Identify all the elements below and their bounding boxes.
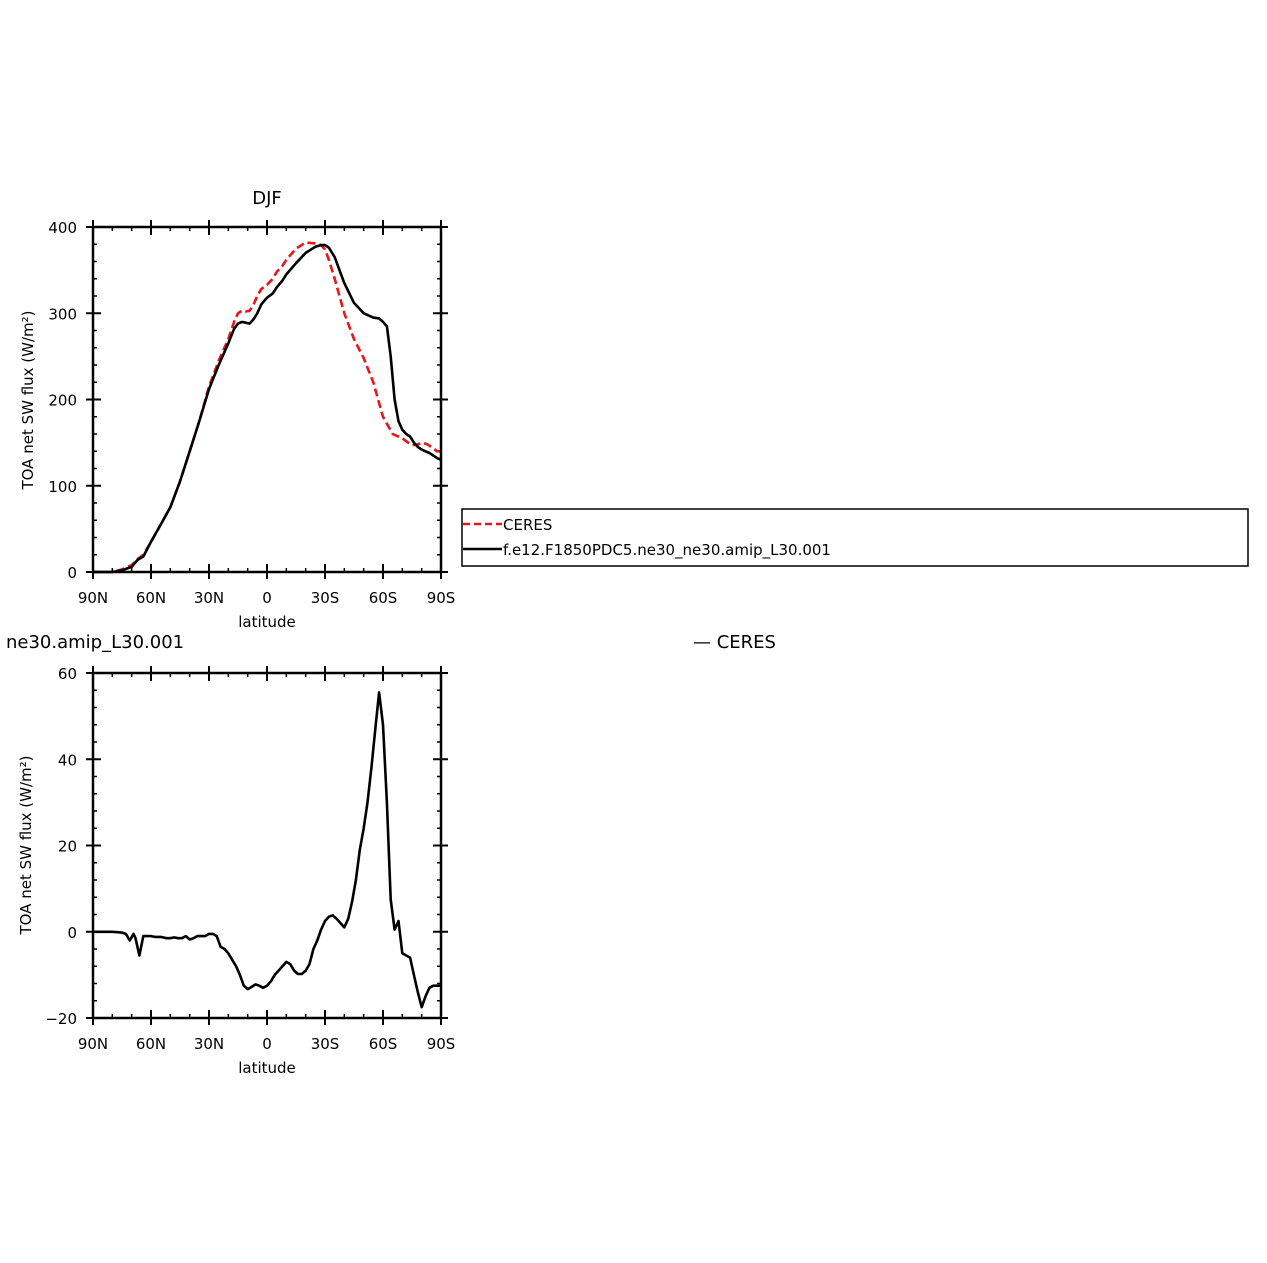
series-line-series-0 [93, 691, 441, 1009]
series-line-f-e12-f1850pdc5-ne30-ne30-amip-l30-001 [93, 243, 442, 574]
bottom-plot-frame [91, 671, 443, 1020]
top-x-tick-labels: 90N 60N 30N 0 30S 60S 90S [78, 589, 455, 607]
y-tick-label: 20 [58, 838, 77, 856]
bottom-series-lines [93, 691, 441, 1009]
top-series-lines [93, 241, 442, 574]
y-tick-label: 0 [67, 564, 77, 582]
top-y-tick-labels: 0 100 200 300 400 [48, 219, 77, 582]
legend: CERES f.e12.F1850PDC5.ne30_ne30.amip_L30… [461, 508, 1249, 567]
x-tick-label: 60S [369, 589, 398, 607]
x-tick-label: 90S [427, 1035, 456, 1053]
y-tick-label: 400 [48, 219, 77, 237]
bottom-plot-title-left: ne30.amip_L30.001 [6, 632, 184, 653]
y-tick-label: 0 [67, 924, 77, 942]
top-x-axis-title: latitude [238, 613, 296, 631]
bottom-tick-marks [86, 666, 448, 1025]
x-tick-label: 0 [262, 589, 272, 607]
y-tick-label: 40 [58, 751, 77, 769]
legend-label-model: f.e12.F1850PDC5.ne30_ne30.amip_L30.001 [503, 541, 831, 560]
top-plot-title: DJF [252, 188, 282, 209]
x-tick-label: 90S [427, 589, 456, 607]
legend-box [461, 508, 1249, 567]
x-tick-label: 30N [194, 1035, 224, 1053]
legend-label-ceres: CERES [503, 516, 552, 534]
x-tick-label: 30S [311, 589, 340, 607]
x-tick-label: 60S [369, 1035, 398, 1053]
x-tick-label: 30S [311, 1035, 340, 1053]
bottom-plot-title-right: — CERES [693, 632, 776, 653]
x-tick-label: 90N [78, 1035, 108, 1053]
y-tick-label: 100 [48, 478, 77, 496]
x-tick-label: 90N [78, 589, 108, 607]
series-line-ceres [93, 241, 441, 574]
y-tick-label: −20 [45, 1010, 77, 1028]
top-panel: DJF 90N 60N 30N 0 30S 60S 90S 0 100 200 300 400 la… [19, 188, 455, 631]
top-y-axis-title: TOA net SW flux (W/m²) [19, 310, 37, 490]
y-tick-label: 300 [48, 305, 77, 323]
x-tick-label: 0 [262, 1035, 272, 1053]
bottom-y-tick-labels: −20 0 20 40 60 [45, 665, 77, 1028]
bottom-x-tick-labels: 90N 60N 30N 0 30S 60S 90S [78, 1035, 455, 1053]
bottom-y-axis-title: TOA net SW flux (W/m²) [17, 755, 35, 935]
bottom-panel: ne30.amip_L30.001 — CERES 90N 60N 30N 0 30S 6… [6, 632, 776, 1077]
y-tick-label: 60 [58, 665, 77, 683]
x-tick-label: 30N [194, 589, 224, 607]
y-tick-label: 200 [48, 392, 77, 410]
x-tick-label: 60N [136, 1035, 166, 1053]
bottom-x-axis-title: latitude [238, 1059, 296, 1077]
x-tick-label: 60N [136, 589, 166, 607]
top-plot-frame [91, 225, 443, 574]
